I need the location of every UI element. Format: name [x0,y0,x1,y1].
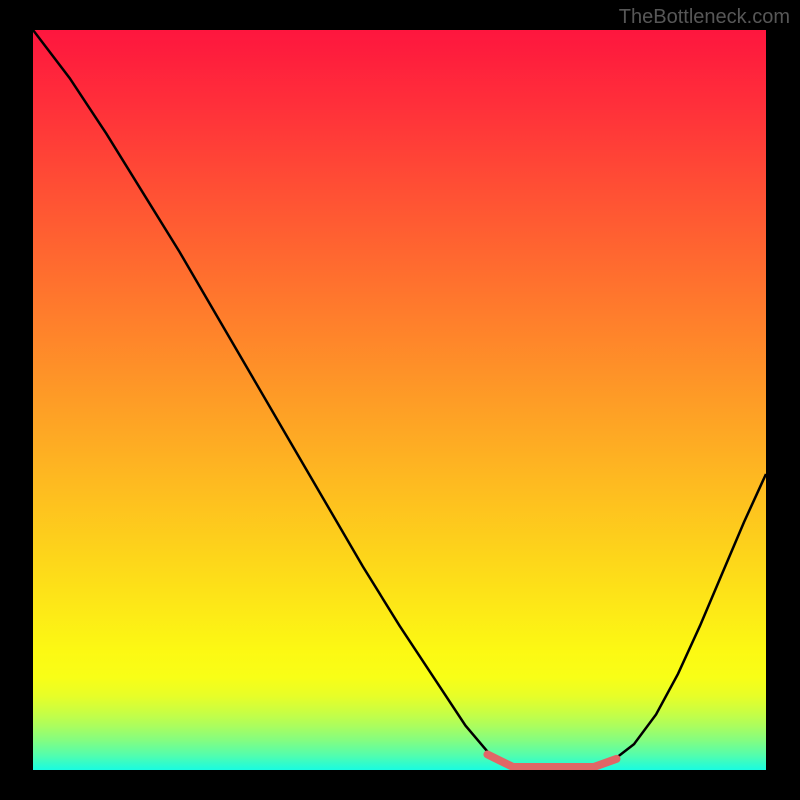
bottleneck-chart [33,30,766,770]
chart-background [33,30,766,770]
watermark-text: TheBottleneck.com [619,6,790,29]
